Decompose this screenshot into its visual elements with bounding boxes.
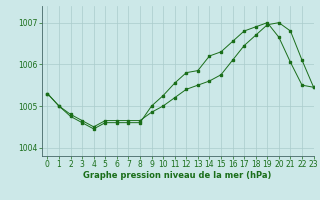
X-axis label: Graphe pression niveau de la mer (hPa): Graphe pression niveau de la mer (hPa) xyxy=(84,171,272,180)
